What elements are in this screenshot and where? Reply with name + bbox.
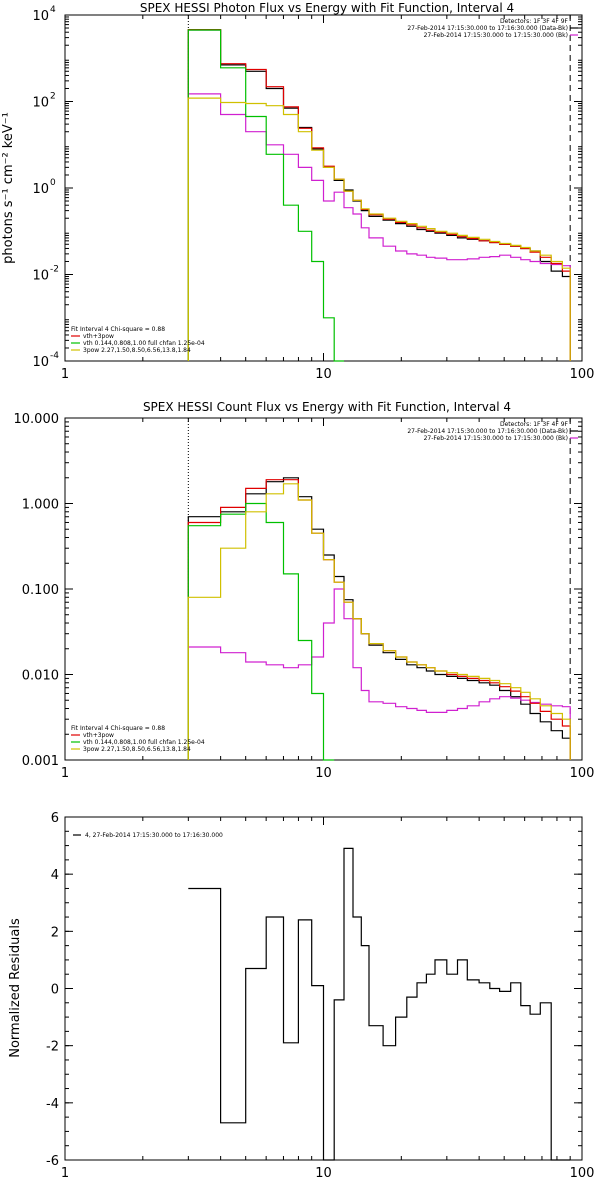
photon-flux-y-tick-exponent: 0 bbox=[50, 178, 56, 188]
residuals-y-tick-label: 4 bbox=[51, 868, 59, 883]
residuals-x-tick-label: 1 bbox=[61, 1166, 69, 1181]
photon-flux-y-tick-exponent: 4 bbox=[50, 5, 56, 15]
residuals-y-tick-label: 6 bbox=[51, 811, 59, 826]
photon-flux-series-vth bbox=[187, 29, 344, 362]
residuals-y-tick-label: -6 bbox=[46, 1154, 59, 1169]
photon-flux-y-tick-exponent: -4 bbox=[50, 351, 59, 361]
photon-flux-fit-legend-entry: vth+3pow bbox=[83, 333, 114, 340]
residuals-series-4-27-feb-2014-17-15- bbox=[188, 847, 571, 1161]
photon-flux-series-3pow bbox=[187, 97, 571, 361]
count-flux-panel: SPEX HESSI Count Flux vs Energy with Fit… bbox=[14, 400, 595, 781]
count-flux-y-tick-label: 0.001 bbox=[22, 754, 59, 769]
residuals-x-tick-label: 10 bbox=[315, 1166, 332, 1181]
residuals-y-tick-label: 0 bbox=[51, 983, 59, 998]
photon-flux-x-tick-label: 100 bbox=[570, 367, 595, 382]
count-flux-x-tick-label: 10 bbox=[315, 766, 332, 781]
photon-flux-ylabel: photons s⁻¹ cm⁻² keV⁻¹ bbox=[1, 112, 16, 264]
photon-flux-y-tick-label: 10 bbox=[32, 9, 49, 24]
photon-flux-y-tick-label: 10 bbox=[32, 96, 49, 111]
photon-flux-panel: SPEX HESSI Photon Flux vs Energy with Fi… bbox=[1, 1, 594, 382]
count-flux-series-3pow bbox=[187, 483, 571, 760]
photon-flux-info-legend-entry: 27-Feb-2014 17:15:30.000 to 17:16:30.000… bbox=[407, 25, 568, 32]
photon-flux-fit-legend-entry: 3pow 2.27,1.50,8.50,6.56,13.8,1.84 bbox=[83, 347, 191, 354]
photon-flux-info-legend-entry: 27-Feb-2014 17:15:30.000 to 17:15:30.000… bbox=[424, 32, 568, 39]
residuals-y-tick-label: 2 bbox=[51, 925, 59, 940]
count-flux-x-tick-label: 1 bbox=[61, 766, 69, 781]
count-flux-y-tick-label: 0.100 bbox=[22, 583, 59, 598]
photon-flux-y-tick-label: 10 bbox=[32, 269, 49, 284]
count-flux-y-tick-label: 0.010 bbox=[22, 669, 59, 684]
photon-flux-y-tick-exponent: 2 bbox=[50, 92, 56, 102]
photon-flux-y-tick-exponent: -2 bbox=[50, 265, 59, 275]
count-flux-y-tick-label: 10.000 bbox=[14, 412, 60, 427]
residuals-ylabel: Normalized Residuals bbox=[8, 918, 23, 1058]
count-flux-y-tick-label: 1.000 bbox=[22, 498, 59, 513]
residuals-y-tick-label: -4 bbox=[46, 1097, 59, 1112]
count-flux-fit-legend-entry: 3pow 2.27,1.50,8.50,6.56,13.8,1.84 bbox=[83, 746, 191, 753]
count-flux-title: SPEX HESSI Count Flux vs Energy with Fit… bbox=[143, 400, 511, 414]
residuals-panel: Normalized Residuals 1 10 100 6 4 2 0 -2 -4 -6 4,… bbox=[8, 811, 594, 1181]
count-flux-info-legend-entry: 27-Feb-2014 17:15:30.000 to 17:15:30.000… bbox=[424, 435, 568, 442]
count-flux-series-vth bbox=[187, 502, 335, 761]
count-flux-fit-legend-entry: Fit Interval 4 Chi-square = 0.88 bbox=[71, 725, 165, 732]
residuals-legend-entry: 4, 27-Feb-2014 17:15:30.000 to 17:16:30.… bbox=[85, 832, 223, 839]
photon-flux-x-tick-label: 10 bbox=[315, 367, 332, 382]
photon-flux-title: SPEX HESSI Photon Flux vs Energy with Fi… bbox=[140, 1, 514, 15]
photon-flux-info-legend-entry: Detectors: 1F 3F 4F 9F bbox=[500, 18, 569, 25]
photon-flux-fit-legend-entry: Fit Interval 4 Chi-square = 0.88 bbox=[71, 326, 165, 333]
residuals-y-tick-label: -2 bbox=[46, 1040, 59, 1055]
residuals-x-tick-label: 100 bbox=[570, 1166, 595, 1181]
photon-flux-series-bk bbox=[187, 93, 571, 361]
count-flux-series-bk bbox=[187, 588, 571, 760]
count-flux-info-legend-entry: 27-Feb-2014 17:15:30.000 to 17:16:30.000… bbox=[407, 428, 568, 435]
count-flux-fit-legend-entry: vth 0.144,0.808,1.00 full chfan 1.25e-04 bbox=[83, 739, 205, 746]
photon-flux-y-tick-label: 10 bbox=[32, 182, 49, 197]
count-flux-info-legend-entry: Detectors: 1F 3F 4F 9F bbox=[500, 421, 569, 428]
photon-flux-fit-legend-entry: vth 0.144,0.808,1.00 full chfan 1.25e-04 bbox=[83, 340, 205, 347]
count-flux-x-tick-label: 100 bbox=[570, 766, 595, 781]
count-flux-fit-legend-entry: vth+3pow bbox=[83, 732, 114, 739]
photon-flux-y-tick-label: 10 bbox=[32, 355, 49, 370]
photon-flux-x-tick-label: 1 bbox=[61, 367, 69, 382]
